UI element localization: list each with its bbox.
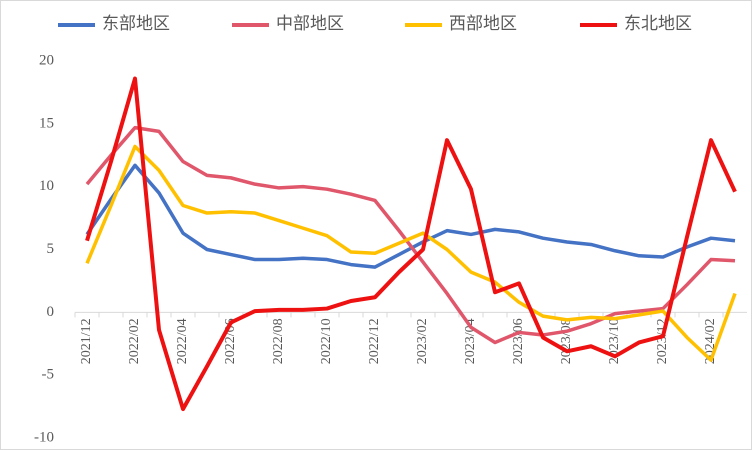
x-tick-label: 2021/12 bbox=[79, 318, 94, 364]
y-tick-label: 20 bbox=[39, 52, 54, 68]
legend-label: 西部地区 bbox=[449, 14, 517, 33]
legend-label: 东部地区 bbox=[102, 14, 170, 33]
legend-label: 东北地区 bbox=[624, 14, 692, 33]
y-tick-label: 10 bbox=[39, 178, 54, 194]
x-tick-label: 2023/06 bbox=[511, 318, 526, 364]
x-tick-label: 2023/08 bbox=[559, 318, 574, 364]
legend-label: 中部地区 bbox=[276, 14, 344, 33]
y-tick-label: 15 bbox=[39, 115, 54, 131]
x-tick-label: 2023/02 bbox=[415, 318, 430, 364]
x-tick-label: 2023/12 bbox=[655, 318, 670, 364]
x-tick-label: 2022/08 bbox=[271, 318, 286, 364]
x-tick-label: 2022/12 bbox=[367, 318, 382, 364]
y-tick-label: 5 bbox=[47, 241, 55, 257]
series-line bbox=[85, 76, 737, 412]
y-tick-label: 0 bbox=[47, 304, 55, 320]
y-tick-label: -10 bbox=[34, 429, 54, 445]
series-line bbox=[85, 125, 736, 345]
x-tick-label: 2022/10 bbox=[319, 318, 334, 364]
series-line bbox=[85, 144, 737, 362]
x-tick-label: 2022/04 bbox=[175, 318, 190, 364]
x-tick-label: 2022/02 bbox=[127, 318, 142, 364]
y-tick-label: -5 bbox=[42, 367, 55, 383]
